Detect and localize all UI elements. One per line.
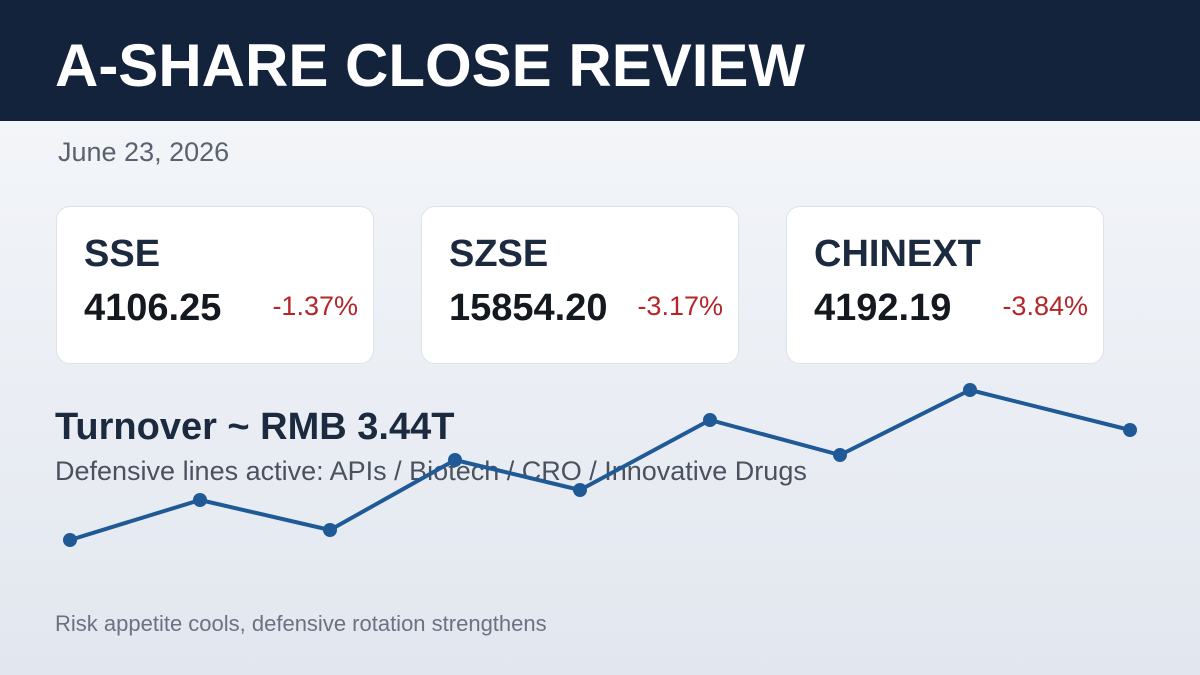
point bbox=[193, 493, 207, 507]
date: June 23, 2026 bbox=[58, 137, 230, 167]
turnover: Turnover ~ RMB 3.44T bbox=[55, 406, 455, 448]
title: A-SHARE CLOSE REVIEW bbox=[55, 32, 806, 99]
point bbox=[963, 383, 977, 397]
point bbox=[703, 413, 717, 427]
line bbox=[69, 388, 1131, 542]
index-card: SZSE 15854.20 -3.17% bbox=[421, 206, 739, 364]
index-change: -1.37% bbox=[272, 291, 358, 321]
point bbox=[573, 483, 587, 497]
point bbox=[1123, 423, 1137, 437]
index-name: SSE bbox=[84, 233, 161, 275]
point bbox=[833, 448, 847, 462]
index-card: SSE 4106.25 -1.37% bbox=[56, 206, 374, 364]
point bbox=[448, 453, 462, 467]
point bbox=[323, 523, 337, 537]
index-value: 4106.25 bbox=[84, 287, 222, 329]
points bbox=[63, 383, 1137, 547]
point bbox=[63, 533, 77, 547]
index-change: -3.17% bbox=[637, 291, 723, 321]
sectors: Defensive lines active: APIs / Biotech /… bbox=[55, 456, 807, 486]
footer: Risk appetite cools, defensive rotation … bbox=[55, 611, 547, 636]
index-card: CHINEXT 4192.19 -3.84% bbox=[786, 206, 1104, 364]
header: A-SHARE CLOSE REVIEW bbox=[0, 0, 1200, 121]
index-change: -3.84% bbox=[1002, 291, 1088, 321]
index-name: CHINEXT bbox=[814, 233, 981, 275]
index-name: SZSE bbox=[449, 233, 549, 275]
index-value: 4192.19 bbox=[814, 287, 952, 329]
index-value: 15854.20 bbox=[449, 287, 608, 329]
